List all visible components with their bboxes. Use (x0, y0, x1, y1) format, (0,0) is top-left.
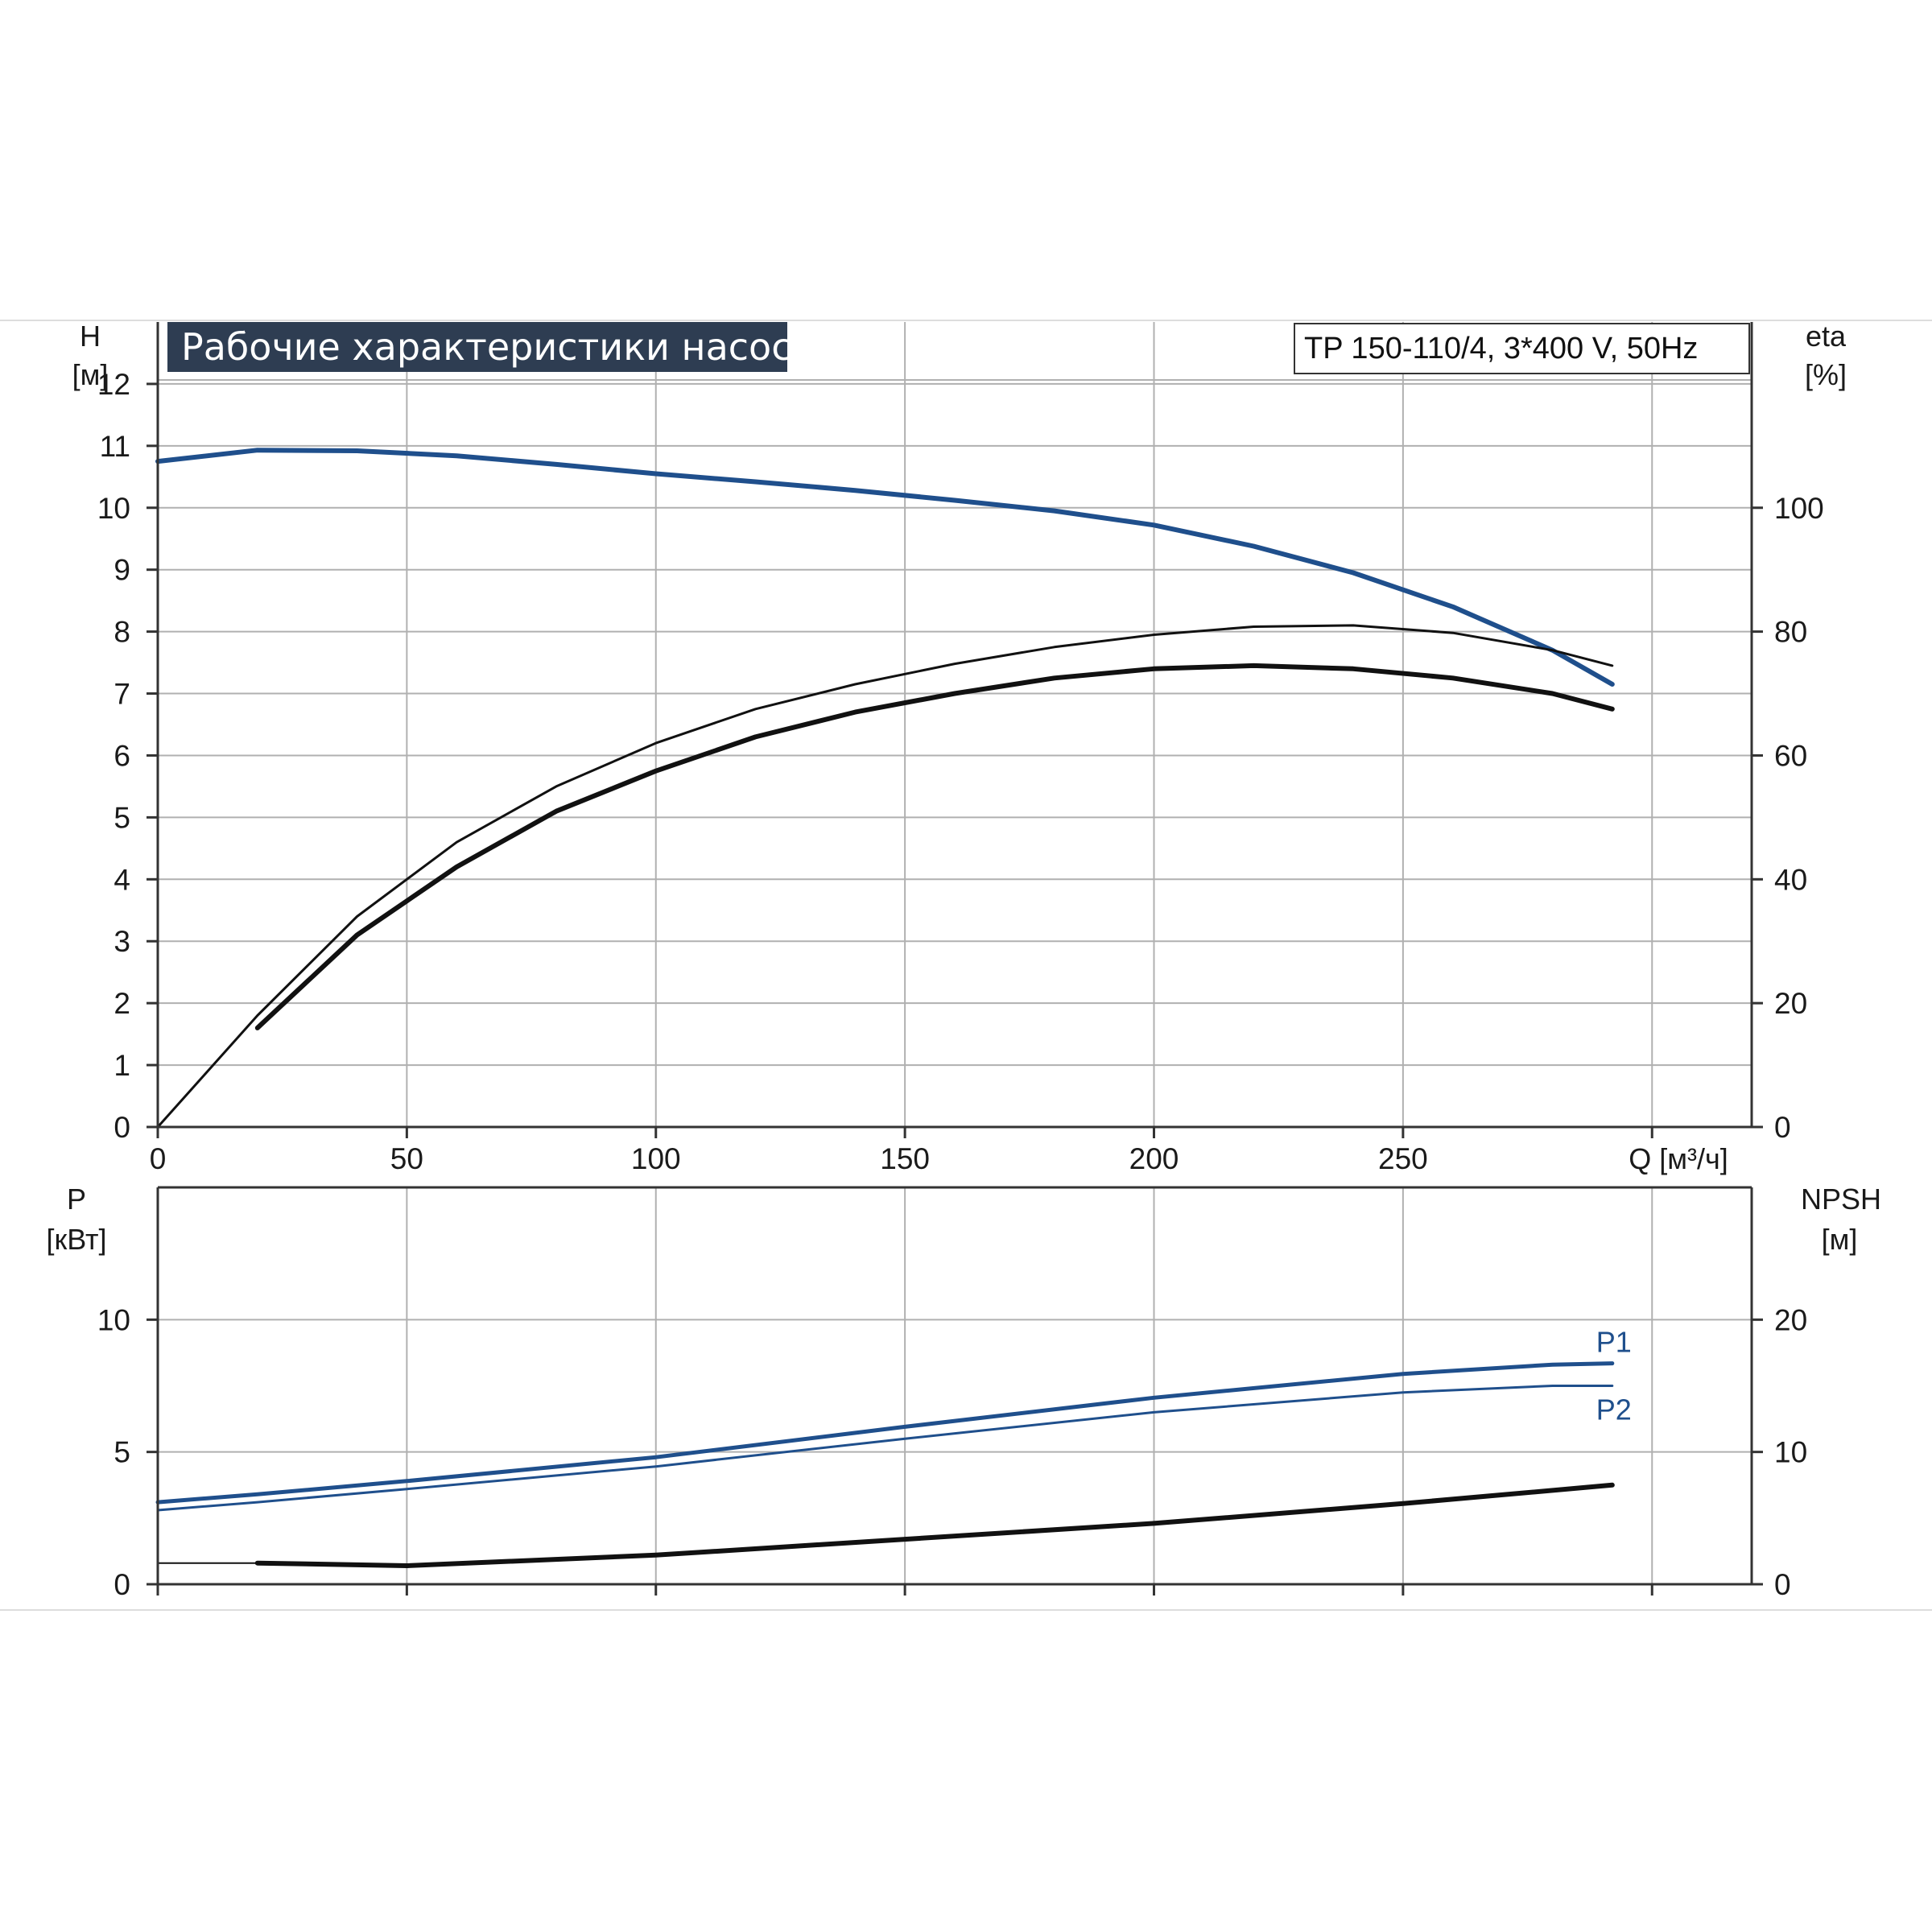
axes (147, 322, 1763, 1596)
npsh-axis-label: NPSH (1801, 1183, 1881, 1216)
curves-upper (155, 448, 1615, 1129)
upper-curve-0 (155, 448, 1615, 687)
upper-right-tick-label: 60 (1774, 739, 1807, 772)
upper-left-tick-label: 3 (114, 925, 130, 958)
x-tick-label: 250 (1378, 1142, 1428, 1175)
upper-curve-2 (254, 663, 1615, 1030)
x-tick-label: 50 (390, 1142, 423, 1175)
lower-left-tick-label: 0 (114, 1568, 130, 1601)
x-tick-label: 200 (1129, 1142, 1179, 1175)
eta-axis-unit: [%] (1805, 358, 1847, 391)
upper-left-tick-label: 5 (114, 801, 130, 834)
curves-lower (155, 1361, 1615, 1568)
upper-left-tick-label: 11 (100, 430, 130, 463)
series-label-p2: P2 (1596, 1393, 1632, 1426)
grid-upper (158, 322, 1752, 1127)
eta-axis-label: eta (1806, 320, 1847, 353)
upper-curve-3 (157, 1014, 258, 1128)
power-axis-label: P (67, 1183, 86, 1216)
upper-left-tick-label: 8 (114, 616, 130, 649)
power-axis-unit: [кВт] (46, 1223, 106, 1256)
lower-left-tick-label: 5 (114, 1436, 130, 1469)
upper-right-tick-label: 20 (1774, 987, 1807, 1020)
head-axis-unit: [м] (72, 358, 109, 391)
title-box: Рабочие характеристики насоса (167, 322, 815, 372)
lower-curve-1 (156, 1385, 1614, 1512)
upper-left-tick-label: 10 (97, 492, 130, 525)
upper-right-tick-label: 40 (1774, 863, 1807, 896)
npsh-axis-unit: [м] (1822, 1223, 1858, 1256)
series-labels: P1 P2 (1596, 1326, 1632, 1426)
upper-left-tick-label: 0 (114, 1111, 130, 1144)
upper-left-tick-label: 6 (114, 739, 130, 772)
frame-lines (0, 320, 1932, 1611)
lower-curve-2 (254, 1482, 1615, 1568)
chart-title: Рабочие характеристики насоса (181, 325, 815, 369)
grid-lower (158, 1187, 1752, 1584)
upper-left-tick-label: 12 (97, 368, 130, 401)
upper-left-tick-label: 4 (114, 863, 130, 896)
pump-model-label: TP 150-110/4, 3*400 V, 50Hz (1304, 332, 1698, 365)
lower-left-tick-label: 10 (97, 1303, 130, 1336)
upper-curve-1 (156, 624, 1614, 1129)
model-box: TP 150-110/4, 3*400 V, 50Hz (1294, 323, 1750, 374)
upper-right-tick-label: 80 (1774, 616, 1807, 649)
upper-right-tick-label: 100 (1774, 492, 1824, 525)
x-tick-label: 150 (880, 1142, 930, 1175)
flow-axis-label: Q [м³/ч] (1629, 1142, 1728, 1175)
upper-left-tick-label: 2 (114, 987, 130, 1020)
upper-left-tick-label: 9 (114, 554, 130, 587)
lower-right-tick-label: 10 (1774, 1436, 1807, 1469)
upper-left-tick-label: 1 (114, 1049, 130, 1082)
series-label-p1: P1 (1596, 1326, 1632, 1359)
upper-right-tick-label: 0 (1774, 1111, 1791, 1144)
x-tick-label: 100 (631, 1142, 681, 1175)
lower-right-tick-label: 0 (1774, 1568, 1791, 1601)
lower-right-tick-label: 20 (1774, 1303, 1807, 1336)
lower-curve-0 (155, 1361, 1615, 1505)
x-tick-label: 0 (150, 1142, 167, 1175)
head-axis-label: H (80, 320, 101, 353)
upper-left-tick-label: 7 (114, 678, 130, 711)
